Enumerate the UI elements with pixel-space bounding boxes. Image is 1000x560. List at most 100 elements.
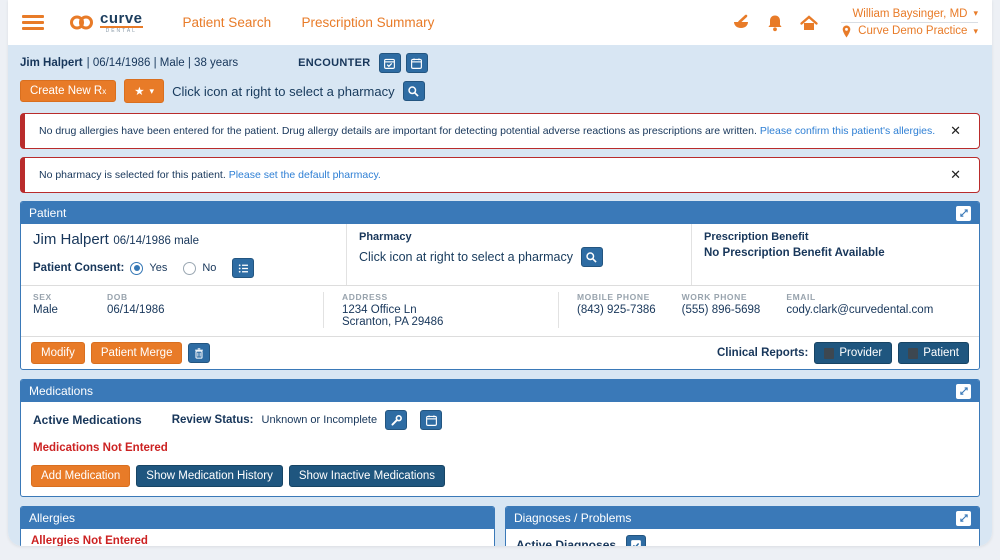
main-nav: Patient Search Prescription Summary	[183, 14, 461, 32]
active-diagnoses-checkbox[interactable]	[626, 535, 647, 546]
consent-label: Patient Consent:	[33, 262, 125, 274]
close-icon[interactable]: ✕	[950, 123, 961, 138]
chevron-down-icon: ▾	[973, 25, 978, 36]
panel-title: Medications	[29, 384, 94, 398]
address-line1: 1234 Office Ln	[342, 304, 417, 316]
medications-panel-header: Medications	[21, 380, 979, 402]
page-content: Jim Halpert | 06/14/1986 | Male | 38 yea…	[8, 45, 992, 546]
consent-yes-radio[interactable]	[130, 261, 144, 275]
medications-not-entered-text: Medications Not Entered	[33, 442, 168, 454]
active-diagnoses-label: Active Diagnoses	[516, 537, 617, 547]
patient-panel-footer: Modify Patient Merge Clinical Reports:	[21, 336, 979, 369]
user-menu[interactable]: William Baysinger, MD ▾	[841, 6, 978, 23]
consent-history-button[interactable]	[232, 258, 255, 278]
practice-name: Curve Demo Practice	[858, 25, 968, 37]
calendar-icon	[411, 57, 422, 69]
hamburger-menu-icon[interactable]	[22, 12, 44, 33]
clinical-reports-label: Clinical Reports:	[716, 347, 809, 359]
pharmacy-mortar-icon[interactable]	[731, 13, 751, 33]
confirm-allergies-link[interactable]: Please confirm this patient's allergies.	[759, 125, 936, 137]
expand-icon[interactable]	[956, 510, 971, 526]
review-calendar-button[interactable]	[420, 410, 443, 430]
review-status-label: Review Status:	[171, 414, 254, 426]
address-label: ADDRESS	[342, 292, 388, 302]
work-phone-value: (555) 896-5698	[681, 304, 761, 316]
wrench-icon	[391, 414, 402, 426]
encounter-label: ENCOUNTER	[298, 57, 371, 69]
checkbox-checked-icon	[631, 539, 641, 546]
close-icon[interactable]: ✕	[950, 167, 961, 182]
review-status-value: Unknown or Incomplete	[261, 414, 378, 426]
consent-no-radio[interactable]	[183, 261, 197, 275]
benefit-label: Prescription Benefit	[704, 231, 809, 243]
search-icon	[586, 251, 598, 263]
review-tools-button[interactable]	[385, 410, 408, 430]
pharmacy-search-button[interactable]	[402, 81, 425, 101]
nav-patient-search[interactable]: Patient Search	[182, 14, 272, 30]
show-inactive-medications-button[interactable]: Show Inactive Medications	[288, 465, 445, 487]
app-window: curve DENTAL Patient Search Prescription…	[8, 0, 992, 546]
add-medication-button[interactable]: Add Medication	[31, 465, 131, 487]
mobile-phone-label: MOBILE PHONE	[577, 292, 650, 302]
favorites-dropdown-button[interactable]: ★ ▾	[124, 79, 165, 103]
report-icon	[824, 347, 835, 359]
allergies-panel: Allergies Allergies Not Entered Mark pat…	[20, 506, 495, 546]
practice-menu[interactable]: Curve Demo Practice ▾	[841, 23, 978, 40]
allergies-panel-header: Allergies	[21, 507, 494, 529]
location-pin-icon	[842, 25, 851, 37]
consent-yes-label: Yes	[149, 262, 168, 274]
medications-panel: Medications Active Medications Review St…	[20, 379, 980, 497]
user-name: William Baysinger, MD	[852, 7, 968, 20]
allergy-alert: No drug allergies have been entered for …	[20, 113, 980, 149]
expand-icon[interactable]	[956, 383, 971, 399]
chevron-down-icon: ▾	[973, 8, 978, 18]
provider-report-button[interactable]: Provider	[814, 342, 893, 364]
alert-text: No pharmacy is selected for this patient…	[39, 169, 226, 181]
pharmacy-label: Pharmacy	[359, 231, 412, 243]
active-medications-label: Active Medications	[33, 413, 142, 427]
panel-title: Diagnoses / Problems	[514, 511, 632, 525]
encounter-check-button[interactable]	[378, 53, 401, 73]
patient-details: | 06/14/1986 | Male | 38 years	[86, 57, 239, 69]
patient-report-button[interactable]: Patient	[898, 342, 969, 364]
modify-button[interactable]: Modify	[31, 342, 85, 364]
expand-icon[interactable]	[956, 205, 971, 221]
panel-title: Patient	[29, 206, 67, 220]
star-icon: ★	[134, 86, 145, 98]
consent-no-label: No	[202, 262, 217, 274]
pharmacy-search-button[interactable]	[580, 247, 603, 267]
encounter-calendar-button[interactable]	[405, 53, 428, 73]
user-practice-block: William Baysinger, MD ▾ Curve Demo Pract…	[841, 6, 978, 40]
show-medication-history-button[interactable]: Show Medication History	[136, 465, 283, 487]
patient-panel: Patient Jim Halpert 06/14/1986 male Pati…	[20, 201, 980, 370]
trash-icon	[195, 347, 204, 359]
address-line2: Scranton, PA 29486	[342, 316, 444, 328]
pharmacy-hint-text: Click icon at right to select a pharmacy	[359, 250, 573, 264]
home-icon[interactable]	[799, 13, 819, 33]
diagnoses-panel-header: Diagnoses / Problems	[506, 507, 979, 529]
calendar-icon	[425, 414, 437, 426]
patient-merge-button[interactable]: Patient Merge	[90, 342, 183, 364]
top-header: curve DENTAL Patient Search Prescription…	[8, 0, 992, 45]
notifications-bell-icon[interactable]	[765, 13, 785, 33]
email-value: cody.clark@curvedental.com	[786, 304, 934, 316]
logo-loops-icon	[70, 15, 93, 30]
diagnoses-panel: Diagnoses / Problems Active Diagnoses	[505, 506, 980, 546]
curve-dental-logo[interactable]: curve DENTAL	[68, 11, 143, 34]
alert-text: No drug allergies have been entered for …	[39, 125, 757, 137]
set-default-pharmacy-link[interactable]: Please set the default pharmacy.	[228, 169, 381, 181]
benefit-value: No Prescription Benefit Available	[704, 247, 885, 259]
patient-name: Jim Halpert	[33, 231, 109, 248]
chevron-down-icon: ▾	[149, 85, 155, 96]
nav-prescription-summary[interactable]: Prescription Summary	[301, 14, 435, 30]
patient-demographics: SEX Male DOB 06/14/1986 ADDRESS 1234 Off…	[21, 285, 979, 336]
list-icon	[238, 263, 248, 273]
delete-patient-button[interactable]	[188, 343, 211, 363]
report-icon	[908, 347, 919, 359]
pharmacy-hint-text: Click icon at right to select a pharmacy	[172, 83, 395, 99]
calendar-check-icon	[384, 58, 395, 69]
work-phone-label: WORK PHONE	[681, 292, 748, 302]
dob-label: DOB	[107, 292, 128, 302]
panel-title: Allergies	[29, 511, 76, 525]
